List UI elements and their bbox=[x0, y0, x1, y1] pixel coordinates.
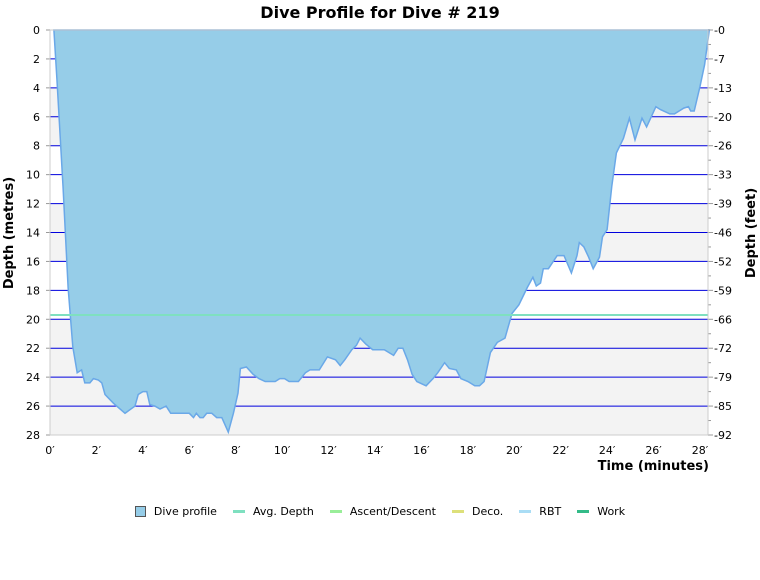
x-tick-label: 0′ bbox=[45, 444, 55, 457]
legend-item[interactable]: Dive profile bbox=[134, 505, 217, 518]
y2-tick-label: -66 bbox=[714, 313, 732, 326]
y-tick-label: 28 bbox=[26, 429, 40, 442]
x-tick-label: 4′ bbox=[138, 444, 148, 457]
y-tick-label: 12 bbox=[26, 198, 40, 211]
chart-title: Dive Profile for Dive # 219 bbox=[260, 3, 499, 22]
y-tick-label: 8 bbox=[33, 140, 40, 153]
y2-tick-label: -33 bbox=[714, 169, 732, 182]
x-tick-label: 22′ bbox=[552, 444, 569, 457]
y2-tick-label: -52 bbox=[714, 255, 732, 268]
y-tick-label: 14 bbox=[26, 227, 40, 240]
legend-item[interactable]: Ascent/Descent bbox=[329, 505, 436, 518]
legend-label: RBT bbox=[539, 505, 562, 518]
y2-tick-label: -0 bbox=[714, 24, 725, 37]
y-tick-label: 6 bbox=[33, 111, 40, 124]
y2-tick-label: -13 bbox=[714, 82, 732, 95]
x-tick-label: 16′ bbox=[413, 444, 430, 457]
x-tick-label: 10′ bbox=[274, 444, 291, 457]
y-axis-label: Depth (metres) bbox=[2, 177, 17, 289]
y2-tick-label: -92 bbox=[714, 429, 732, 442]
y-tick-label: 22 bbox=[26, 342, 40, 355]
legend-label: Avg. Depth bbox=[252, 505, 314, 518]
x-tick-label: 26′ bbox=[645, 444, 662, 457]
legend-swatch bbox=[134, 506, 146, 517]
y-tick-label: 0 bbox=[33, 24, 40, 37]
y2-tick-label: -20 bbox=[714, 111, 732, 124]
y-tick-label: 2 bbox=[33, 53, 40, 66]
legend-label: Work bbox=[597, 505, 626, 518]
y2-tick-label: -39 bbox=[714, 198, 732, 211]
x-tick-label: 18′ bbox=[460, 444, 477, 457]
legend-label: Ascent/Descent bbox=[349, 505, 436, 518]
y-tick-label: 24 bbox=[26, 371, 40, 384]
legend-swatch bbox=[519, 510, 532, 513]
legend-swatch bbox=[451, 510, 464, 513]
dive-profile-area bbox=[53, 29, 711, 435]
y2-tick-label: -7 bbox=[714, 53, 725, 66]
x-tick-label: 24′ bbox=[599, 444, 616, 457]
x-tick-label: 20′ bbox=[506, 444, 523, 457]
chart-svg: Dive Profile for Dive # 219 0 -0 2 -7 4 -13 6 -… bbox=[2, 3, 759, 474]
x-tick-label: 8′ bbox=[231, 444, 241, 457]
legend-item[interactable]: Work bbox=[577, 505, 625, 518]
x-tick-label: 6′ bbox=[185, 444, 195, 457]
y2-tick-label: -46 bbox=[714, 227, 732, 240]
y2-tick-label: -59 bbox=[714, 284, 732, 297]
y-tick-label: 20 bbox=[26, 313, 40, 326]
legend-swatch bbox=[329, 510, 342, 513]
y2-axis-label: Depth (feet) bbox=[744, 188, 759, 278]
legend-item[interactable]: Avg. Depth bbox=[232, 505, 314, 518]
y-tick-label: 26 bbox=[26, 400, 40, 413]
x-tick-label: 28′ bbox=[692, 444, 709, 457]
legend-swatch bbox=[577, 510, 590, 513]
x-tick-label: 12′ bbox=[320, 444, 337, 457]
x-tick-label: 14′ bbox=[367, 444, 384, 457]
legend-label: Deco. bbox=[471, 505, 504, 518]
y-tick-label: 10 bbox=[26, 169, 40, 182]
y-tick-label: 4 bbox=[33, 82, 40, 95]
legend-item[interactable]: Deco. bbox=[451, 505, 504, 518]
x-axis-label: Time (minutes) bbox=[598, 459, 709, 474]
legend-label: Dive profile bbox=[153, 505, 217, 518]
y2-tick-label: -26 bbox=[714, 140, 732, 153]
y2-tick-label: -85 bbox=[714, 400, 732, 413]
y-tick-label: 16 bbox=[26, 255, 40, 268]
legend-swatch bbox=[232, 510, 245, 513]
legend-item[interactable]: RBT bbox=[519, 505, 561, 518]
y-tick-label: 18 bbox=[26, 284, 40, 297]
x-tick-label: 2′ bbox=[92, 444, 102, 457]
y2-tick-label: -72 bbox=[714, 342, 732, 355]
y2-tick-label: -79 bbox=[714, 371, 732, 384]
legend: Dive profile Avg. Depth Ascent/Descent Deco… bbox=[0, 505, 760, 518]
